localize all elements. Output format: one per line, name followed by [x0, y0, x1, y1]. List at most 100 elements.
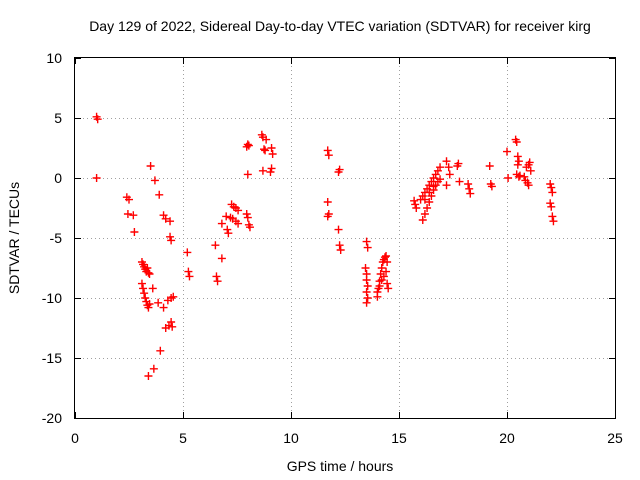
data-point — [418, 216, 427, 224]
data-point — [485, 162, 494, 170]
data-point — [362, 288, 371, 296]
data-point — [245, 223, 254, 232]
tick-labels: 0 5 10 15 20 25 -20 -15 -10 -5 0 5 10 — [42, 50, 623, 446]
data-point — [150, 176, 159, 185]
data-point — [149, 364, 158, 373]
data-point — [156, 346, 165, 355]
data-point — [137, 279, 146, 288]
data-point — [362, 276, 371, 284]
data-point — [260, 145, 268, 154]
data-point — [145, 270, 154, 278]
data-point — [159, 303, 168, 312]
data-point — [547, 183, 556, 192]
x-tick-label: 25 — [607, 430, 623, 446]
data-point — [379, 272, 388, 281]
data-point — [384, 284, 393, 293]
data-point — [224, 229, 233, 238]
data-point — [243, 213, 252, 222]
data-point — [258, 166, 267, 175]
data-point — [524, 181, 533, 190]
data-point — [234, 219, 243, 228]
data-point — [513, 160, 522, 169]
data-point — [168, 322, 177, 331]
data-point — [515, 171, 524, 180]
data-point — [223, 225, 232, 234]
y-tick-label: -20 — [42, 410, 62, 426]
data-point — [420, 195, 429, 204]
data-point — [442, 157, 451, 166]
axis-ticks — [75, 58, 616, 419]
data-point — [444, 163, 453, 172]
y-tick-label: -10 — [42, 290, 62, 306]
data-point — [548, 212, 557, 221]
data-point — [487, 182, 496, 191]
data-point — [323, 146, 332, 155]
data-point — [363, 282, 372, 290]
data-point — [211, 241, 220, 250]
data-point — [436, 163, 445, 172]
data-point — [129, 211, 138, 220]
data-point — [377, 264, 386, 272]
x-axis-label: GPS time / hours — [287, 458, 394, 474]
data-point — [93, 115, 102, 124]
data-point — [144, 303, 153, 312]
data-point — [213, 277, 222, 286]
data-point — [166, 217, 175, 226]
x-tick-label: 10 — [283, 430, 299, 446]
data-point — [92, 174, 101, 182]
data-point — [155, 190, 164, 199]
data-point — [436, 175, 445, 184]
data-point — [382, 267, 391, 276]
data-point — [140, 289, 149, 298]
data-point — [520, 172, 529, 181]
data-point — [429, 182, 438, 191]
data-point — [262, 135, 271, 144]
data-point — [362, 298, 371, 307]
data-point — [267, 144, 276, 152]
data-point — [445, 170, 454, 179]
chart-title: Day 129 of 2022, Sidereal Day-to-day VTE… — [89, 18, 591, 34]
data-point — [513, 152, 522, 161]
y-axis-label: SDTVAR / TECUs — [6, 182, 22, 294]
data-point — [141, 294, 150, 302]
data-point — [526, 166, 535, 175]
data-point — [234, 206, 243, 215]
data-point — [167, 318, 176, 326]
data-point — [267, 164, 276, 173]
data-point — [383, 279, 392, 288]
data-point — [548, 188, 557, 197]
data-point — [514, 157, 523, 166]
data-point — [503, 147, 511, 156]
data-point — [334, 225, 343, 234]
data-point — [125, 195, 133, 204]
data-point — [261, 146, 270, 155]
data-point — [466, 189, 475, 198]
data-point — [266, 168, 275, 176]
data-point — [183, 248, 192, 257]
y-tick-label: 5 — [54, 110, 62, 126]
x-tick-label: 0 — [71, 430, 79, 446]
data-point — [549, 217, 558, 226]
data-point — [212, 272, 221, 281]
y-tick-label: 10 — [46, 50, 62, 66]
data-point — [455, 177, 464, 186]
data-point — [154, 298, 163, 307]
data-point — [139, 284, 148, 293]
data-point — [244, 141, 253, 150]
data-point — [243, 170, 252, 179]
data-point — [546, 180, 555, 188]
data-point — [123, 210, 132, 218]
grid-lines — [75, 58, 615, 418]
data-point — [380, 253, 389, 262]
data-point — [442, 181, 451, 190]
data-point — [336, 246, 345, 254]
data-point — [420, 210, 429, 218]
data-point — [144, 268, 153, 277]
data-point — [184, 267, 193, 276]
y-tick-label: 0 — [54, 170, 62, 186]
y-tick-label: -15 — [42, 350, 62, 366]
data-point — [425, 198, 434, 206]
data-point — [362, 237, 371, 246]
data-point — [546, 199, 555, 208]
